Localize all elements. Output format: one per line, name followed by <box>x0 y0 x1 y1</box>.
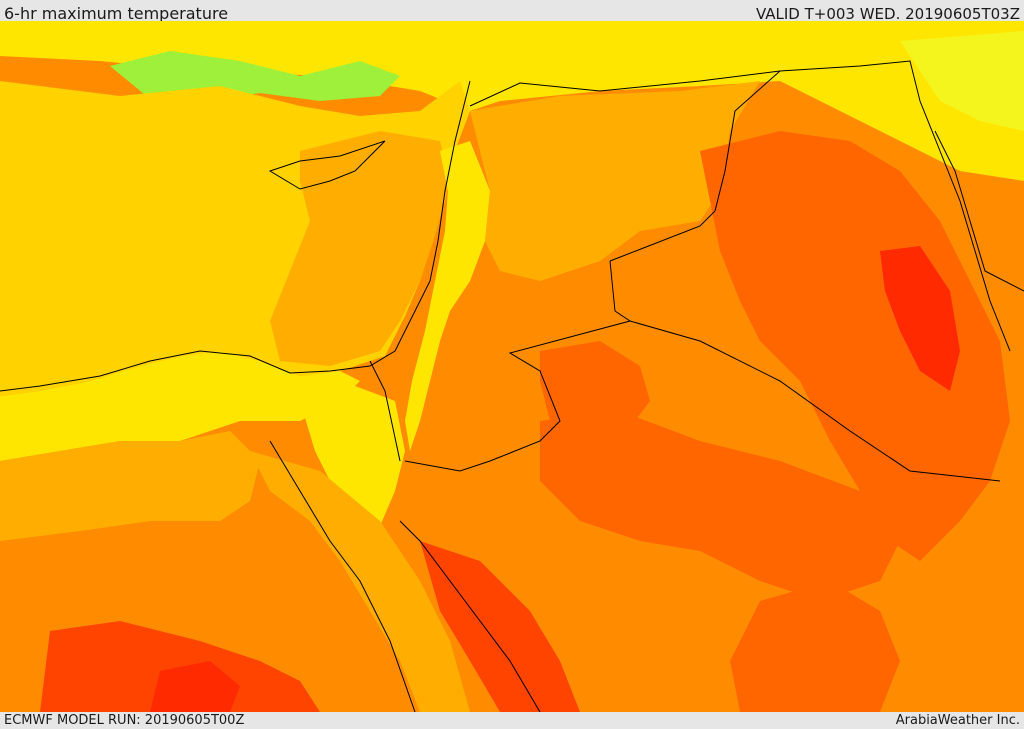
egypt-coast-band <box>0 351 360 461</box>
iraq-red-core <box>880 246 960 391</box>
turkey-green-east <box>900 31 1024 131</box>
coast-levant <box>0 80 471 392</box>
coast-red-sea <box>269 440 416 712</box>
coast-cyprus <box>268 140 386 190</box>
sudan-red-core <box>150 661 240 712</box>
credit: ArabiaWeather Inc. <box>895 713 1020 728</box>
map-canvas <box>0 21 1024 712</box>
border-jordan-saudi <box>404 260 632 472</box>
levant-yellow <box>405 141 490 451</box>
footer-bar: ECMWF MODEL RUN: 20190605T00Z ArabiaWeat… <box>0 712 1024 729</box>
border-egypt-israel <box>369 360 401 462</box>
temperature-map[interactable] <box>0 21 1024 712</box>
border-syria-iraq <box>609 70 781 262</box>
hejaz-hot <box>420 541 580 712</box>
saudi-hot <box>540 411 900 601</box>
map-title: 6-hr maximum temperature <box>4 4 229 23</box>
model-run: ECMWF MODEL RUN: 20190605T00Z <box>4 713 245 728</box>
header-bar: 6-hr maximum temperature VALID T+003 WED… <box>0 0 1024 23</box>
border-iraq-iran <box>779 60 1011 352</box>
se-saudi-hot <box>730 581 900 712</box>
valid-time: VALID T+003 WED. 20190605T03Z <box>755 5 1020 23</box>
border-iraq-saudi <box>629 320 1001 482</box>
sinai-yellow <box>300 386 405 526</box>
syria-amber <box>470 81 760 281</box>
coast-arabia <box>399 520 541 712</box>
country-borders <box>0 60 1024 712</box>
turkey-band <box>0 21 1024 181</box>
coast-gulf <box>934 130 1024 292</box>
border-turkey-syria <box>469 70 781 107</box>
egypt-amber <box>0 431 260 541</box>
sudan-hot <box>40 621 320 712</box>
iraq-hot-zone <box>700 131 1010 561</box>
sea-east-tongue <box>270 131 450 366</box>
